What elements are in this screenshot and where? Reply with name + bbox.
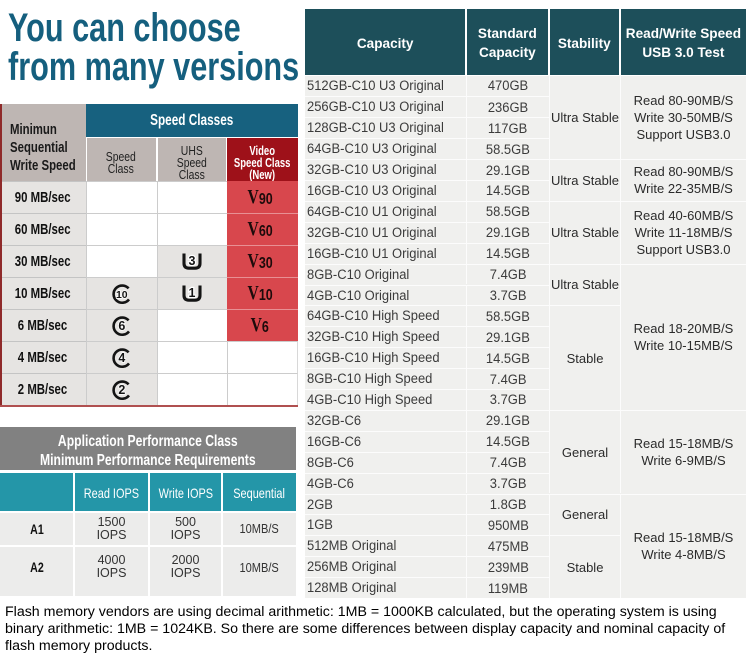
svg-text:10: 10 — [116, 289, 128, 301]
svg-text:3: 3 — [189, 253, 196, 267]
svg-text:1: 1 — [189, 285, 196, 299]
svg-text:2: 2 — [118, 383, 125, 397]
svg-text:4: 4 — [118, 351, 125, 365]
svg-text:6: 6 — [118, 319, 125, 333]
